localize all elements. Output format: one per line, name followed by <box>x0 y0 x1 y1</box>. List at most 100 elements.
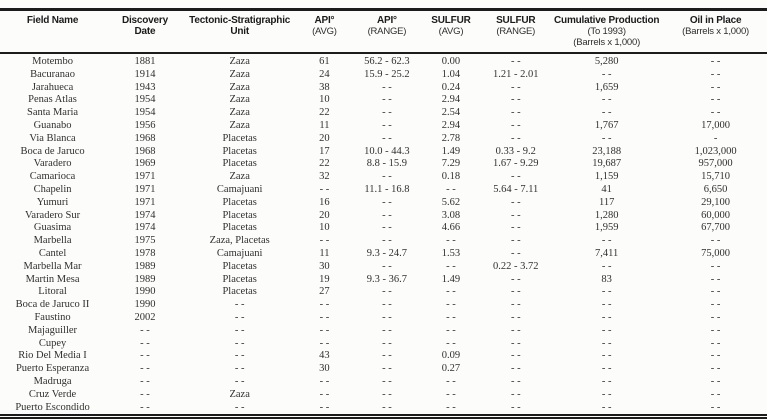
cell-tectonic-stratigraphic-unit: Zaza <box>229 94 250 106</box>
table-row: Marbella 1975 Zaza, Placetas - - - - - - - - - … <box>0 235 767 248</box>
cell-field-name: Camarioca <box>29 171 76 183</box>
cell-api-avg: - - <box>319 375 330 387</box>
cell-sulfur-avg: 0.09 <box>441 350 461 362</box>
cell-tectonic-stratigraphic-unit: Placetas <box>222 260 257 272</box>
cell-discovery-date: - - <box>140 401 150 413</box>
cell-tectonic-stratigraphic-unit: - - <box>234 375 245 387</box>
cell-discovery-date: - - <box>140 375 150 387</box>
cell-sulfur-range: - - <box>510 171 521 183</box>
header-line: API° <box>376 15 397 26</box>
cell-api-range: - - <box>382 375 392 387</box>
cell-api-range: - - <box>382 222 392 234</box>
cell-cumulative-production: 41 <box>601 183 612 195</box>
table-row: Motembo 1881 Zaza 61 56.2 - 62.3 0.00 - - 5,280… <box>0 53 767 69</box>
cell-api-range: - - <box>382 235 392 247</box>
cell-api-range: - - <box>382 324 392 336</box>
table-row: Majaguiller - - - - - - - - - - - - - - - - <box>0 325 767 338</box>
cell-api-avg: 17 <box>319 145 330 157</box>
cell-api-range: 56.2 - 62.3 <box>364 56 410 67</box>
cell-api-range: - - <box>382 401 392 413</box>
cell-field-name: Jarahueca <box>31 81 74 93</box>
cell-cumulative-production: 1,659 <box>594 81 619 93</box>
cell-sulfur-range: 5.64 - 7.11 <box>493 183 539 195</box>
cell-cumulative-production: - - <box>601 337 612 349</box>
table-row: Via Blanca 1968 Placetas 20 - - 2.78 - - - - - <box>0 133 767 146</box>
cell-discovery-date: 2002 <box>134 311 156 323</box>
cell-sulfur-range: - - <box>510 222 521 234</box>
cell-sulfur-range: - - <box>510 273 521 285</box>
cell-api-avg: 20 <box>319 209 330 221</box>
cell-cumulative-production: 19,687 <box>592 158 622 170</box>
cell-api-range: 11.1 - 16.8 <box>364 183 410 195</box>
cell-api-range: - - <box>382 260 392 272</box>
header-row: Field Name Discovery Date Tectonic-Stratigr… <box>0 9 767 54</box>
table-row: Litoral 1990 Placetas 27 - - - - - - - - - - <box>0 286 767 299</box>
cell-cumulative-production: - - <box>601 286 612 298</box>
cell-api-range: - - <box>382 81 392 93</box>
cell-sulfur-range: 1.21 - 2.01 <box>493 68 539 80</box>
table-row: Faustino 2002 - - - - - - - - - - - - - - <box>0 312 767 325</box>
cell-sulfur-range: - - <box>510 209 521 221</box>
cell-sulfur-avg: - - <box>446 183 456 195</box>
cell-sulfur-avg: - - <box>446 375 456 387</box>
cell-api-avg: 22 <box>319 158 330 170</box>
cell-sulfur-avg: - - <box>446 324 456 336</box>
cell-field-name: Bacuranao <box>30 68 75 80</box>
cell-oil-in-place: - <box>713 132 718 144</box>
cell-oil-in-place: - - <box>710 56 721 67</box>
cell-api-avg: - - <box>319 388 330 400</box>
cell-tectonic-stratigraphic-unit: Zaza <box>229 56 250 67</box>
cell-sulfur-range: - - <box>510 299 521 311</box>
cell-tectonic-stratigraphic-unit: - - <box>234 311 245 323</box>
header-line: Field Name <box>26 15 79 26</box>
cell-sulfur-range: - - <box>510 350 521 362</box>
cell-api-avg: 10 <box>319 222 330 234</box>
cell-oil-in-place: - - <box>710 401 721 413</box>
cell-cumulative-production: - - <box>601 107 612 119</box>
cell-field-name: Guasima <box>33 222 72 234</box>
cell-api-avg: 10 <box>319 94 330 106</box>
cell-api-avg: 11 <box>319 247 330 259</box>
cell-api-range: 9.3 - 36.7 <box>366 273 408 285</box>
column-header-api-avg: API° (AVG) <box>294 9 355 54</box>
cell-api-range: - - <box>382 107 392 119</box>
cell-sulfur-avg: 1.49 <box>441 273 461 285</box>
header-line: Date <box>134 26 156 37</box>
table-row: Chapelin 1971 Camajuani - - 11.1 - 16.8 - - 5.… <box>0 184 767 197</box>
cell-field-name: Yumuri <box>36 196 69 208</box>
table-row: Guasima 1974 Placetas 10 - - 4.66 - - 1,959 67,7… <box>0 222 767 235</box>
table-row: Marbella Mar 1989 Placetas 30 - - - - 0.22 - 3… <box>0 261 767 274</box>
cell-sulfur-avg: 4.66 <box>441 222 461 234</box>
table-row: Rio Del Media I - - - - 43 - - 0.09 - - - - - - <box>0 350 767 363</box>
column-header-sulfur-range: SULFUR (RANGE) <box>482 9 550 54</box>
cell-tectonic-stratigraphic-unit: Zaza <box>229 68 250 80</box>
cell-field-name: Cruz Verde <box>28 388 77 400</box>
cell-sulfur-range: 0.22 - 3.72 <box>493 260 539 272</box>
cell-sulfur-range: - - <box>510 132 521 144</box>
cell-tectonic-stratigraphic-unit: Zaza <box>229 388 250 400</box>
cell-api-range: 8.8 - 15.9 <box>366 158 408 170</box>
cell-sulfur-range: - - <box>510 375 521 387</box>
cell-field-name: Boca de Jaruco II <box>15 299 90 311</box>
cell-api-avg: - - <box>319 299 330 311</box>
cell-api-range: - - <box>382 350 392 362</box>
cell-field-name: Santa Maria <box>27 107 79 119</box>
cell-sulfur-avg: 7.29 <box>441 158 461 170</box>
cell-tectonic-stratigraphic-unit: - - <box>234 363 245 375</box>
cell-field-name: Faustino <box>34 311 71 323</box>
table-row: Madruga - - - - - - - - - - - - - - - - <box>0 376 767 389</box>
cell-discovery-date: 1974 <box>134 209 156 221</box>
cell-sulfur-range: - - <box>510 388 521 400</box>
cell-discovery-date: 1990 <box>134 299 156 311</box>
cell-field-name: Varadero Sur <box>24 209 81 221</box>
cell-oil-in-place: 75,000 <box>701 247 731 259</box>
cell-oil-in-place: - - <box>710 273 721 285</box>
cell-tectonic-stratigraphic-unit: Placetas <box>222 222 257 234</box>
table-row: Bacuranao 1914 Zaza 24 15.9 - 25.2 1.04 1.21 -… <box>0 69 767 82</box>
cell-tectonic-stratigraphic-unit: - - <box>234 299 245 311</box>
cell-cumulative-production: - - <box>601 363 612 375</box>
cell-cumulative-production: 1,959 <box>594 222 619 234</box>
cell-field-name: Cantel <box>38 247 67 259</box>
cell-sulfur-range: - - <box>510 196 521 208</box>
